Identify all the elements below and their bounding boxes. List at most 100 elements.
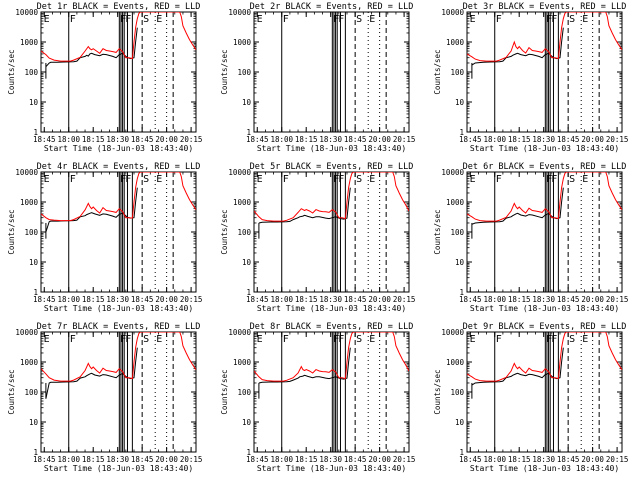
y-tick-label: 10000 — [441, 8, 464, 17]
marker-e: E — [44, 334, 50, 345]
panel-title: Det 8r BLACK = Events, RED = LLD — [250, 322, 414, 332]
x-tick-label: 20:00 — [155, 135, 178, 144]
marker-f: F — [546, 14, 552, 25]
marker-s: S — [356, 174, 362, 185]
marker-f: F — [546, 334, 552, 345]
y-tick-label: 1000 — [446, 38, 465, 47]
marker-f: F — [551, 14, 557, 25]
series-lld — [254, 332, 409, 382]
panel-title: Det 4r BLACK = Events, RED = LLD — [37, 162, 201, 172]
marker-f: F — [546, 174, 552, 185]
y-tick-label: 100 — [24, 228, 38, 237]
x-tick-label: 20:15 — [606, 455, 629, 464]
y-axis-label: Counts/sec — [220, 49, 229, 94]
y-axis-label: Counts/sec — [7, 209, 16, 254]
series-events — [471, 347, 564, 386]
y-tick-label: 10 — [455, 98, 465, 107]
x-tick-label: 18:45 — [33, 455, 56, 464]
marker-f: F — [70, 334, 76, 345]
y-tick-label: 1 — [33, 448, 38, 457]
y-tick-label: 1000 — [20, 38, 39, 47]
panel-title: Det 2r BLACK = Events, RED = LLD — [250, 2, 414, 12]
y-axis-label: Counts/sec — [7, 369, 16, 414]
marker-f: F — [70, 14, 76, 25]
marker-e: E — [369, 334, 375, 345]
x-tick-label: 18:00 — [483, 455, 506, 464]
x-tick-label: 20:00 — [368, 455, 391, 464]
y-tick-label: 10000 — [228, 168, 251, 177]
x-tick-label: 18:00 — [483, 295, 506, 304]
x-tick-label: 18:45 — [131, 455, 154, 464]
y-tick-label: 1000 — [20, 358, 39, 367]
y-tick-label: 10 — [242, 418, 252, 427]
y-tick-label: 100 — [24, 68, 38, 77]
panel-det-9: Det 9r BLACK = Events, RED = LLD 1 10 100 10… — [433, 322, 628, 473]
y-axis-label: Counts/sec — [220, 209, 229, 254]
x-tick-label: 20:15 — [606, 135, 629, 144]
y-tick-label: 1 — [246, 288, 251, 297]
marker-f: F — [496, 14, 502, 25]
x-tick-label: 18:30 — [532, 455, 555, 464]
panel-det-2: Det 2r BLACK = Events, RED = LLD 1 10 100 10… — [220, 2, 415, 153]
x-tick-label: 18:00 — [270, 455, 293, 464]
y-tick-label: 100 — [450, 228, 464, 237]
x-tick-label: 18:00 — [57, 135, 80, 144]
y-tick-label: 10000 — [441, 168, 464, 177]
y-tick-label: 100 — [450, 68, 464, 77]
x-tick-label: 20:00 — [368, 135, 391, 144]
x-axis-label: Start Time (18-Jun-03 18:43:40) — [257, 464, 406, 473]
y-tick-label: 100 — [237, 388, 251, 397]
x-tick-label: 20:00 — [581, 135, 604, 144]
x-tick-label: 20:00 — [581, 455, 604, 464]
marker-f: F — [125, 334, 131, 345]
x-tick-label: 18:15 — [82, 295, 105, 304]
marker-e: E — [156, 174, 162, 185]
y-tick-label: 1000 — [233, 358, 252, 367]
x-tick-label: 18:45 — [33, 135, 56, 144]
x-tick-label: 20:00 — [581, 295, 604, 304]
x-tick-label: 20:15 — [393, 135, 416, 144]
x-tick-label: 18:15 — [508, 135, 531, 144]
marker-s: S — [356, 14, 362, 25]
marker-f: F — [333, 334, 339, 345]
y-tick-label: 1 — [246, 448, 251, 457]
x-tick-label: 18:30 — [532, 135, 555, 144]
x-axis-label: Start Time (18-Jun-03 18:43:40) — [470, 144, 619, 153]
y-tick-label: 1 — [459, 288, 464, 297]
x-axis-label: Start Time (18-Jun-03 18:43:40) — [44, 144, 193, 153]
y-tick-label: 10 — [455, 258, 465, 267]
marker-e: E — [257, 14, 263, 25]
marker-e: E — [470, 174, 476, 185]
y-tick-label: 10 — [455, 418, 465, 427]
y-tick-label: 100 — [24, 388, 38, 397]
marker-e: E — [582, 14, 588, 25]
x-tick-label: 18:45 — [131, 135, 154, 144]
marker-f: F — [496, 334, 502, 345]
y-tick-label: 10000 — [15, 168, 38, 177]
x-tick-label: 18:45 — [557, 295, 580, 304]
x-axis-label: Start Time (18-Jun-03 18:43:40) — [257, 304, 406, 313]
x-axis-label: Start Time (18-Jun-03 18:43:40) — [44, 464, 193, 473]
y-axis-label: Counts/sec — [220, 369, 229, 414]
marker-e: E — [369, 14, 375, 25]
marker-f: F — [496, 174, 502, 185]
x-tick-label: 20:00 — [155, 455, 178, 464]
y-tick-label: 10 — [29, 258, 39, 267]
panel-det-6: Det 6r BLACK = Events, RED = LLD 1 10 100 10… — [433, 162, 628, 313]
x-tick-label: 18:45 — [344, 135, 367, 144]
x-tick-label: 18:45 — [557, 455, 580, 464]
marker-f: F — [551, 174, 557, 185]
x-tick-label: 20:15 — [180, 295, 203, 304]
marker-e: E — [582, 174, 588, 185]
marker-f: F — [333, 14, 339, 25]
x-tick-label: 18:30 — [319, 135, 342, 144]
panel-title: Det 5r BLACK = Events, RED = LLD — [250, 162, 414, 172]
y-tick-label: 100 — [450, 388, 464, 397]
x-tick-label: 18:45 — [344, 455, 367, 464]
marker-f: F — [120, 174, 126, 185]
x-tick-label: 18:45 — [459, 135, 482, 144]
y-tick-label: 1000 — [233, 198, 252, 207]
x-tick-label: 18:30 — [319, 295, 342, 304]
x-tick-label: 18:15 — [82, 135, 105, 144]
marker-f: F — [283, 174, 289, 185]
